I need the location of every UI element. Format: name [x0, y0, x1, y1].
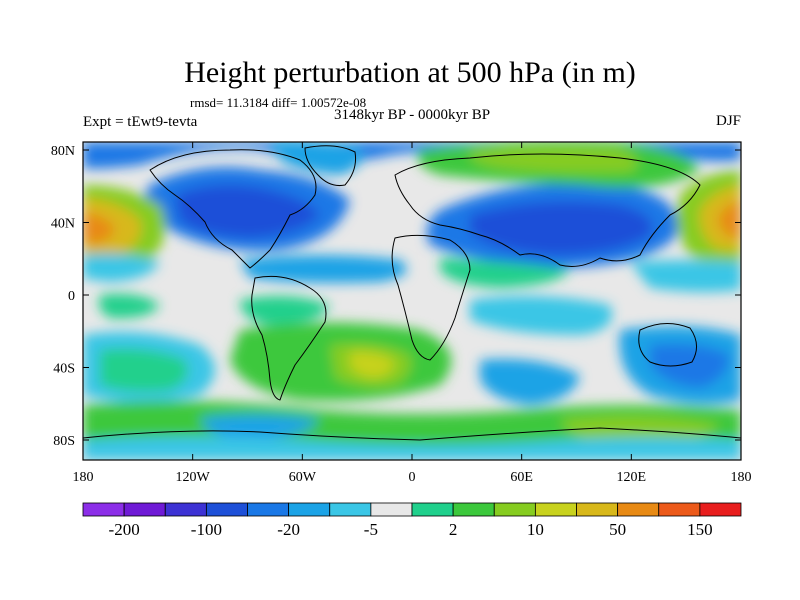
colorbar-label: -200 [109, 520, 140, 539]
colorbar-label: 2 [449, 520, 458, 539]
colorbar-swatch [164, 502, 207, 517]
colorbar: -200 -100 -20 -5 2 10 50 150 [82, 502, 742, 539]
colorbar-swatch [493, 502, 536, 517]
colorbar-swatch [576, 502, 619, 517]
stats-text: rmsd= 11.3184 diff= 1.00572e-08 [190, 95, 366, 110]
colorbar-swatch [534, 502, 577, 517]
colorbar-swatch [370, 502, 413, 517]
colorbar-swatch [699, 502, 742, 517]
season-label: DJF [716, 113, 741, 129]
latitude-axis: 80N 40N 0 40S 80S [51, 144, 741, 449]
period-label: 3148kyr BP - 0000kyr BP [334, 107, 490, 123]
colorbar-swatch [617, 502, 660, 517]
lat-tick-label: 40S [53, 362, 75, 377]
colorbar-swatch [288, 502, 331, 517]
colorbar-swatch [123, 502, 166, 517]
colorbar-swatch [205, 502, 248, 517]
experiment-label: Expt = tEwt9-tevta [83, 114, 198, 130]
lon-tick-label: 60E [510, 470, 533, 485]
colorbar-swatch [658, 502, 701, 517]
colorbar-swatch [452, 502, 495, 517]
lon-tick-label: 120E [617, 470, 647, 485]
lon-tick-label: 60W [289, 470, 317, 485]
lon-tick-label: 180 [731, 470, 752, 485]
colorbar-swatch [329, 502, 372, 517]
map-field [83, 142, 741, 460]
colorbar-label: -5 [364, 520, 378, 539]
colorbar-label: 50 [609, 520, 626, 539]
figure-title: Height perturbation at 500 hPa (in m) [184, 56, 636, 89]
colorbar-label: -20 [277, 520, 300, 539]
colorbar-label: 150 [687, 520, 713, 539]
lon-tick-label: 180 [73, 470, 94, 485]
lat-tick-label: 40N [51, 217, 75, 232]
lon-tick-label: 0 [409, 470, 416, 485]
lon-tick-label: 120W [176, 470, 211, 485]
colorbar-swatch [247, 502, 290, 517]
longitude-axis: 180 120W 60W 0 60E 120E 180 [73, 142, 752, 485]
colorbar-label: 10 [527, 520, 544, 539]
colorbar-swatch [411, 502, 454, 517]
lat-tick-label: 0 [68, 289, 75, 304]
lat-tick-label: 80N [51, 144, 75, 159]
colorbar-label: -100 [191, 520, 222, 539]
lat-tick-label: 80S [53, 434, 75, 449]
colorbar-swatch [82, 502, 125, 517]
